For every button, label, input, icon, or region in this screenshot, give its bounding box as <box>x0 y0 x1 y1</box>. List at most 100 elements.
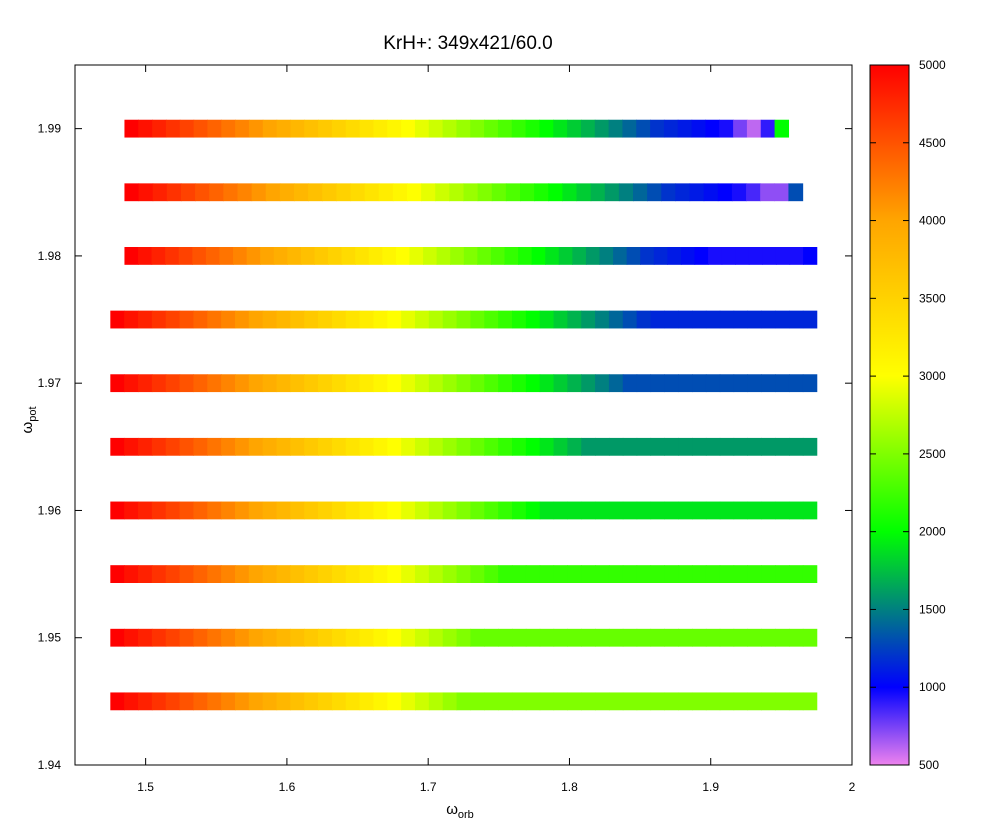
heatmap-cell <box>581 628 596 647</box>
heatmap-cell <box>110 437 125 456</box>
heatmap-cell <box>415 692 430 711</box>
heatmap-cell <box>207 501 222 520</box>
heatmap-cell <box>387 119 402 138</box>
heatmap-cell <box>622 374 638 393</box>
heatmap-cell <box>248 628 264 647</box>
heatmap-cell <box>442 374 458 393</box>
heatmap-cell <box>498 501 513 520</box>
x-tick-label: 1.6 <box>279 780 296 794</box>
heatmap-cell <box>138 692 153 711</box>
heatmap-cell <box>761 501 776 520</box>
heatmap-cell <box>350 183 366 202</box>
heatmap-cell <box>802 628 818 647</box>
heatmap-cell <box>511 501 527 520</box>
heatmap-cell <box>345 501 361 520</box>
heatmap-cell <box>124 437 139 456</box>
y-tick-label: 1.99 <box>38 122 62 136</box>
heatmap-cell <box>788 310 804 329</box>
heatmap-cell <box>788 183 804 202</box>
heatmap-cell <box>484 310 499 329</box>
heatmap-cell <box>580 119 596 138</box>
heatmap-cell <box>193 310 208 329</box>
heatmap-cell <box>442 437 458 456</box>
heatmap-cell <box>581 437 596 456</box>
heatmap-cell <box>373 374 388 393</box>
heatmap-cell <box>595 310 610 329</box>
heatmap-cell <box>470 501 485 520</box>
heatmap-cell <box>193 692 208 711</box>
heatmap-cell <box>235 119 250 138</box>
heatmap-cell <box>558 247 573 265</box>
heatmap-cell <box>456 437 472 456</box>
heatmap-cell <box>664 374 679 393</box>
heatmap-cell <box>761 374 776 393</box>
heatmap-cell <box>788 628 804 647</box>
heatmap-cell <box>775 565 790 583</box>
heatmap-cell <box>636 374 652 393</box>
heatmap-cell <box>692 565 707 583</box>
heatmap-cell <box>318 119 333 138</box>
heatmap-cell <box>636 437 652 456</box>
heatmap-cell <box>694 247 709 265</box>
heatmap-cell <box>395 247 411 265</box>
heatmap-cell <box>456 310 472 329</box>
heatmap-cell <box>484 692 499 711</box>
heatmap-cell <box>567 692 582 711</box>
heatmap-cell <box>166 183 182 202</box>
heatmap-cell <box>802 501 818 520</box>
heatmap-cell <box>477 247 492 265</box>
heatmap-cell <box>345 437 361 456</box>
y-tick-label: 1.97 <box>38 376 62 390</box>
heatmap-cell <box>802 374 818 393</box>
heatmap-cell <box>415 628 430 647</box>
heatmap-cell <box>290 628 305 647</box>
heatmap-cell <box>290 565 305 583</box>
heatmap-cell <box>406 183 422 202</box>
heatmap-cell <box>233 247 248 265</box>
heatmap-cell <box>221 437 236 456</box>
heatmap-cell <box>378 183 394 202</box>
heatmap-cell <box>138 374 153 393</box>
heatmap-cell <box>415 310 430 329</box>
heatmap-cell <box>364 183 380 202</box>
heatmap-cell <box>138 565 153 583</box>
heatmap-cell <box>290 310 305 329</box>
heatmap-cell <box>705 628 721 647</box>
heatmap-cell <box>373 437 388 456</box>
heatmap-cell <box>498 628 513 647</box>
heatmap-cell <box>567 119 582 138</box>
heatmap-cell <box>595 628 610 647</box>
heatmap-cell <box>613 247 628 265</box>
heatmap-cell <box>248 437 264 456</box>
heatmap-cell <box>802 310 818 329</box>
heatmap-cell <box>373 692 388 711</box>
heatmap-cell <box>664 310 679 329</box>
heatmap-cell <box>331 119 347 138</box>
heatmap-cell <box>692 310 707 329</box>
heatmap-cell <box>207 119 222 138</box>
heatmap-cell <box>761 565 776 583</box>
heatmap-cell <box>138 183 154 202</box>
colorbar-tick-label: 500 <box>919 758 939 772</box>
heatmap-cell <box>318 310 333 329</box>
heatmap-cell <box>774 119 790 138</box>
colorbar-tick-label: 3500 <box>919 291 946 305</box>
heatmap-cell <box>608 310 624 329</box>
heatmap-cell <box>110 310 125 329</box>
heatmap-cell <box>633 183 648 202</box>
heatmap-cell <box>553 565 568 583</box>
heatmap-cell <box>336 183 352 202</box>
heatmap-cell <box>428 692 444 711</box>
heatmap-cell <box>359 692 375 711</box>
heatmap-cell <box>692 501 707 520</box>
heatmap-cell <box>290 501 305 520</box>
heatmap-cell <box>124 565 139 583</box>
heatmap-cell <box>308 183 323 202</box>
heatmap-cell <box>788 565 804 583</box>
heatmap-cell <box>331 565 347 583</box>
heatmap-cell <box>276 692 291 711</box>
heatmap-cell <box>775 628 790 647</box>
heatmap-cell <box>581 501 596 520</box>
heatmap-cell <box>401 119 416 138</box>
